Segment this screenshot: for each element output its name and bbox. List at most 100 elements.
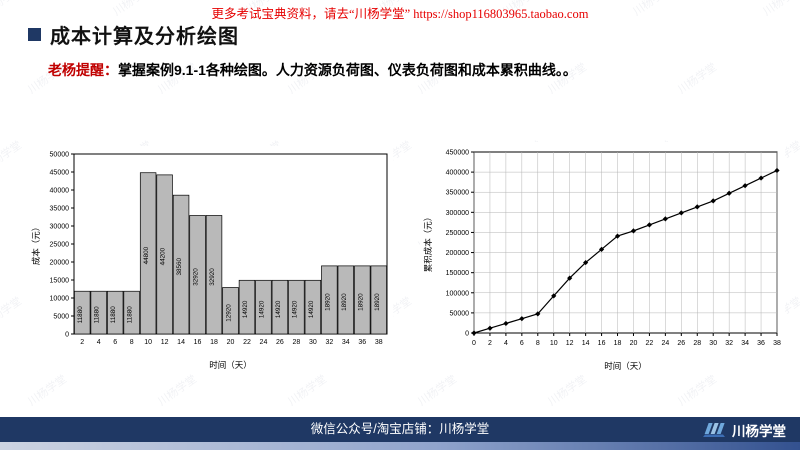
svg-text:38560: 38560 [176, 258, 183, 276]
footer-bar: 微信公众号/淘宝店铺：川杨学堂 川杨学堂 [0, 417, 800, 442]
svg-text:100000: 100000 [446, 290, 469, 297]
svg-text:11880: 11880 [127, 306, 134, 324]
svg-text:14920: 14920 [258, 300, 265, 318]
svg-text:16: 16 [598, 340, 606, 347]
svg-text:0: 0 [472, 340, 476, 347]
svg-text:11880: 11880 [110, 306, 117, 324]
svg-text:28: 28 [693, 340, 701, 347]
svg-text:2: 2 [488, 340, 492, 347]
svg-text:50000: 50000 [450, 310, 470, 317]
svg-text:10: 10 [550, 340, 558, 347]
svg-text:8: 8 [130, 339, 134, 346]
watermark-text: 川杨学堂 [676, 61, 720, 97]
svg-text:6: 6 [520, 340, 524, 347]
svg-text:18920: 18920 [374, 293, 381, 311]
svg-text:4: 4 [504, 340, 508, 347]
svg-text:38: 38 [375, 339, 383, 346]
svg-text:22: 22 [243, 339, 251, 346]
watermark-text: 川杨学堂 [0, 295, 25, 331]
svg-text:18920: 18920 [341, 293, 348, 311]
svg-text:38: 38 [773, 340, 781, 347]
svg-text:28: 28 [292, 339, 300, 346]
svg-text:34: 34 [342, 339, 350, 346]
svg-text:30: 30 [709, 340, 717, 347]
svg-text:10000: 10000 [50, 296, 70, 303]
svg-text:34: 34 [741, 340, 749, 347]
watermark-text: 川杨学堂 [676, 373, 720, 409]
svg-text:12920: 12920 [226, 304, 233, 322]
svg-text:18920: 18920 [357, 293, 364, 311]
svg-text:10: 10 [144, 339, 152, 346]
svg-text:150000: 150000 [446, 270, 469, 277]
svg-text:时间（天）: 时间（天） [604, 361, 647, 371]
svg-text:16: 16 [194, 339, 202, 346]
svg-text:成本（元）: 成本（元） [31, 223, 41, 266]
svg-text:350000: 350000 [446, 190, 469, 197]
svg-text:20000: 20000 [50, 260, 70, 267]
svg-text:15000: 15000 [50, 278, 70, 285]
svg-text:5000: 5000 [53, 314, 69, 321]
svg-text:450000: 450000 [446, 150, 469, 157]
svg-text:14920: 14920 [242, 300, 249, 318]
watermark-text: 川杨学堂 [416, 373, 460, 409]
promo-text: 更多考试宝典资料，请去“川杨学堂” https://shop116803965.… [211, 7, 589, 21]
svg-text:32920: 32920 [193, 268, 200, 286]
svg-text:200000: 200000 [446, 250, 469, 257]
svg-text:250000: 250000 [446, 230, 469, 237]
reminder-text: 掌握案例9.1-1各种绘图。人力资源负荷图、仪表负荷图和成本累积曲线。。 [118, 62, 577, 78]
svg-text:11880: 11880 [94, 306, 101, 324]
svg-text:26: 26 [677, 340, 685, 347]
svg-text:2: 2 [80, 339, 84, 346]
svg-text:24: 24 [260, 339, 268, 346]
svg-text:12: 12 [161, 339, 169, 346]
watermark-text: 川杨学堂 [0, 139, 25, 175]
svg-text:32920: 32920 [209, 268, 216, 286]
svg-text:50000: 50000 [50, 152, 70, 159]
svg-text:14920: 14920 [275, 300, 282, 318]
svg-text:14: 14 [582, 340, 590, 347]
svg-text:32: 32 [725, 340, 733, 347]
title-row: 成本计算及分析绘图 [28, 20, 239, 49]
watermark-text: 川杨学堂 [26, 373, 70, 409]
svg-text:36: 36 [757, 340, 765, 347]
svg-text:累积成本（元）: 累积成本（元） [423, 213, 433, 273]
svg-text:11880: 11880 [77, 306, 84, 324]
svg-text:时间（天）: 时间（天） [209, 360, 252, 370]
bottom-gradient-strip [0, 442, 800, 450]
footer-logo-text: 川杨学堂 [732, 423, 786, 439]
svg-text:14920: 14920 [308, 300, 315, 318]
watermark-text: 川杨学堂 [286, 373, 330, 409]
watermark-text: 川杨学堂 [546, 373, 590, 409]
svg-text:20: 20 [630, 340, 638, 347]
cost-bar-chart: 0 5000 10000 15000 20000 25000 30000 35000 40000… [28, 146, 393, 374]
svg-text:25000: 25000 [50, 242, 70, 249]
svg-text:30000: 30000 [50, 224, 70, 231]
svg-text:400000: 400000 [446, 170, 469, 177]
svg-text:22: 22 [646, 340, 654, 347]
svg-text:18920: 18920 [324, 293, 331, 311]
svg-text:18: 18 [210, 339, 218, 346]
svg-text:4: 4 [97, 339, 101, 346]
page-title: 成本计算及分析绘图 [50, 26, 239, 48]
svg-text:36: 36 [358, 339, 366, 346]
footer-text: 微信公众号/淘宝店铺：川杨学堂 [310, 422, 490, 436]
title-bullet [28, 28, 41, 41]
svg-text:300000: 300000 [446, 210, 469, 217]
svg-text:26: 26 [276, 339, 284, 346]
svg-text:35000: 35000 [50, 206, 70, 213]
watermark-text: 川杨学堂 [156, 373, 200, 409]
svg-text:18: 18 [614, 340, 622, 347]
svg-text:8: 8 [536, 340, 540, 347]
svg-text:14: 14 [177, 339, 185, 346]
svg-text:6: 6 [113, 339, 117, 346]
svg-text:44800: 44800 [143, 246, 150, 264]
chuanyang-logo-icon [701, 422, 727, 438]
svg-text:30: 30 [309, 339, 317, 346]
footer-logo: 川杨学堂 [701, 417, 786, 442]
svg-text:14920: 14920 [291, 300, 298, 318]
svg-text:24: 24 [661, 340, 669, 347]
svg-text:45000: 45000 [50, 170, 70, 177]
cumulative-cost-line-chart: 0 50000 100000 150000 200000 250000 300000 3500… [420, 142, 785, 375]
reminder-label: 老杨提醒： [48, 62, 118, 78]
